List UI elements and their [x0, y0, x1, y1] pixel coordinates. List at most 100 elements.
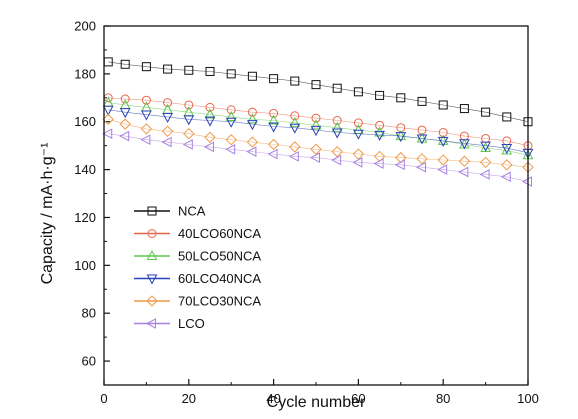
legend-label: 70LCO30NCA [178, 294, 261, 309]
data-point [247, 120, 258, 131]
data-point [417, 96, 427, 106]
data-point [437, 134, 449, 145]
data-point [437, 154, 449, 166]
data-point [269, 74, 279, 84]
data-point [332, 83, 342, 93]
data-point [102, 128, 113, 140]
data-point [226, 105, 236, 115]
data-point [203, 141, 214, 153]
data-point [352, 148, 365, 160]
series-line [108, 102, 529, 156]
data-point [225, 143, 236, 155]
x-tick-label: 20 [182, 391, 196, 406]
data-point [267, 148, 278, 160]
data-point [437, 136, 449, 147]
data-point [225, 110, 237, 121]
data-point [183, 127, 195, 140]
data-point [268, 122, 279, 133]
legend-item: NCA [134, 204, 206, 219]
data-point [396, 93, 406, 103]
data-point [479, 169, 490, 180]
data-point [119, 130, 130, 142]
legend: NCA 40LCO60NCA 50LCO50NCA 60LCO40NCA 70LCO30… [134, 204, 261, 331]
y-tick-label: 100 [74, 258, 96, 273]
data-point [225, 117, 237, 128]
data-point [141, 101, 152, 112]
legend-label: LCO [178, 316, 205, 331]
data-point [225, 133, 237, 146]
data-point [481, 107, 491, 117]
data-point [163, 64, 173, 74]
data-point [331, 121, 343, 132]
data-point [394, 159, 405, 171]
data-point [247, 71, 257, 81]
data-point [268, 114, 279, 125]
legend-marker [146, 295, 158, 307]
data-point [311, 80, 321, 90]
x-tick-label: 80 [436, 391, 450, 406]
legend-label: 60LCO40NCA [178, 271, 261, 286]
data-point [310, 119, 322, 130]
legend-marker [147, 206, 157, 216]
x-tick-label: 100 [517, 391, 539, 406]
legend-marker [146, 249, 158, 260]
data-point [353, 129, 364, 140]
data-point [521, 176, 532, 187]
data-point [162, 112, 173, 124]
legend-item: 40LCO60NCA [134, 226, 261, 241]
x-tick-label: 60 [351, 391, 365, 406]
axis-ticks [103, 25, 529, 385]
data-point [119, 118, 131, 130]
plot-frame [103, 25, 529, 386]
data-point [311, 113, 321, 123]
data-point [288, 151, 299, 162]
legend-item: 70LCO30NCA [134, 294, 261, 309]
y-tick-label: 180 [74, 66, 96, 81]
data-point [416, 134, 428, 145]
x-axis-title: Cycle number [267, 394, 366, 411]
y-axis-title: Capacity / mA·h·g⁻¹ [39, 143, 56, 285]
y-tick-label: 200 [74, 19, 96, 34]
data-point [183, 106, 195, 117]
legend-item: LCO [134, 316, 205, 331]
legend-item: 60LCO40NCA [134, 271, 261, 286]
data-point [395, 132, 407, 143]
series-line [108, 133, 529, 182]
data-point [226, 69, 236, 79]
data-point [309, 152, 320, 163]
data-point [501, 144, 513, 155]
data-point [141, 95, 151, 105]
data-point [310, 143, 322, 155]
data-point [184, 65, 194, 75]
data-point [289, 123, 301, 134]
legend-label: 40LCO60NCA [178, 226, 261, 241]
series-line [108, 109, 529, 154]
data-point [102, 105, 114, 116]
series-60lco40nca [102, 105, 534, 159]
data-point [290, 76, 300, 86]
series-nca [103, 57, 533, 127]
data-point [437, 164, 448, 175]
data-point [373, 158, 384, 169]
data-point [267, 138, 280, 151]
data-point [458, 155, 471, 167]
data-point [162, 103, 173, 114]
data-point [289, 141, 301, 153]
data-point [502, 112, 512, 122]
legend-item: 50LCO50NCA [134, 249, 261, 264]
data-point [120, 59, 130, 69]
data-point [459, 104, 469, 114]
legend-label: NCA [178, 204, 206, 219]
data-point [205, 66, 215, 76]
data-point [161, 136, 172, 148]
data-point [352, 157, 363, 168]
y-tick-label: 60 [82, 354, 96, 369]
plot-series [102, 57, 534, 187]
legend-marker [145, 318, 156, 329]
data-point [500, 171, 511, 183]
data-point [246, 146, 257, 157]
data-point [204, 131, 216, 143]
series-line [108, 61, 529, 122]
legend-marker [147, 229, 157, 238]
data-point [246, 136, 259, 148]
